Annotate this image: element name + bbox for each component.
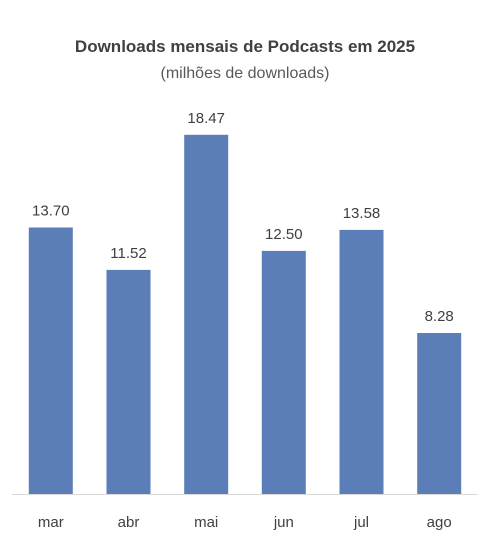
x-tick-label-abr: abr bbox=[118, 514, 140, 531]
data-label-abr: 11.52 bbox=[110, 245, 146, 262]
data-label-mar: 13.70 bbox=[32, 203, 70, 220]
x-tick-label-ago: ago bbox=[427, 514, 452, 531]
data-label-mai: 18.47 bbox=[187, 110, 225, 127]
bar-ago bbox=[417, 333, 462, 494]
data-labels-group: 13.70 11.52 18.47 12.50 13.58 8.28 bbox=[32, 110, 454, 325]
data-label-ago: 8.28 bbox=[425, 308, 454, 325]
chart-title: Downloads mensais de Podcasts em 2025 bbox=[75, 37, 415, 56]
bars-group bbox=[28, 134, 462, 495]
data-label-jul: 13.58 bbox=[343, 205, 381, 222]
chart-subtitle: (milhões de downloads) bbox=[161, 65, 330, 82]
data-label-jun: 12.50 bbox=[265, 226, 303, 243]
bar-jul bbox=[339, 229, 384, 494]
x-tick-label-jul: jul bbox=[353, 514, 369, 531]
bar-mar bbox=[28, 227, 73, 494]
x-tick-label-mai: mai bbox=[194, 514, 218, 531]
bar-mai bbox=[184, 134, 229, 495]
x-tick-labels-group: mar abr mai jun jul ago bbox=[38, 514, 452, 531]
bar-jun bbox=[261, 250, 306, 494]
x-tick-label-jun: jun bbox=[273, 514, 294, 531]
bar-abr bbox=[106, 269, 151, 494]
x-tick-label-mar: mar bbox=[38, 514, 64, 531]
